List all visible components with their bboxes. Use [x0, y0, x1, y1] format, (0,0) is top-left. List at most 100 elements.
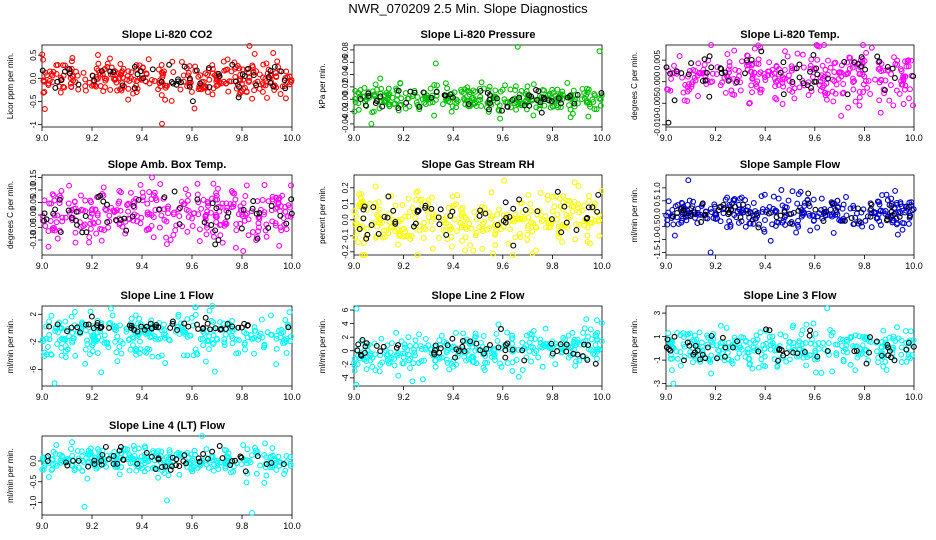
data-point [104, 60, 111, 67]
data-point [734, 354, 741, 361]
x-tick-label: 9.6 [186, 521, 199, 531]
y-tick-label: 0.00 [29, 207, 38, 223]
data-point [541, 87, 548, 94]
data-point [497, 115, 504, 122]
data-point [258, 316, 265, 323]
data-point [755, 70, 762, 77]
data-point [509, 332, 516, 339]
data-point [253, 237, 260, 244]
data-point [713, 342, 720, 349]
data-point [163, 218, 170, 225]
data-point [723, 324, 730, 331]
data-point [39, 67, 46, 74]
data-point [145, 56, 152, 63]
data-point [372, 234, 379, 241]
data-point [476, 212, 483, 219]
data-point [181, 452, 188, 459]
data-point [229, 323, 236, 330]
data-point [581, 202, 587, 209]
data-point [441, 92, 448, 99]
data-point [199, 433, 206, 439]
data-point [180, 352, 187, 359]
data-point [722, 69, 729, 76]
data-point [571, 103, 578, 110]
data-point [196, 238, 203, 245]
data-point [222, 326, 229, 333]
data-point [525, 192, 532, 198]
data-point [402, 90, 409, 97]
data-point [172, 227, 179, 234]
data-point [130, 443, 137, 449]
data-point [498, 326, 504, 332]
data-point [715, 207, 722, 214]
data-point [436, 235, 442, 241]
data-point [538, 109, 545, 116]
data-point [95, 60, 102, 67]
data-point [208, 222, 215, 228]
data-point [141, 326, 148, 333]
data-point [572, 221, 579, 228]
data-point [202, 216, 209, 223]
data-point [48, 200, 55, 207]
data-point [94, 350, 101, 357]
data-point [288, 182, 294, 189]
data-point [364, 231, 371, 238]
data-point [454, 353, 461, 360]
data-point [91, 457, 98, 464]
data-point [205, 464, 212, 471]
data-point [448, 360, 455, 367]
data-point [361, 252, 368, 258]
data-point [494, 211, 501, 218]
data-point [199, 335, 206, 342]
data-point [74, 324, 81, 331]
data-point [278, 227, 285, 234]
data-point [684, 339, 691, 346]
data-point [180, 72, 187, 79]
data-point [540, 217, 547, 223]
data-point [242, 193, 249, 199]
data-point [667, 87, 674, 94]
data-point [392, 220, 399, 227]
data-point [412, 215, 418, 221]
data-point [547, 92, 553, 99]
data-point [530, 112, 537, 119]
data-point [565, 332, 572, 339]
data-point [669, 212, 676, 219]
data-point [581, 325, 588, 332]
data-point [209, 200, 216, 207]
data-point [479, 220, 486, 227]
data-point [571, 179, 578, 186]
data-point [437, 206, 444, 213]
data-point [53, 462, 60, 469]
data-point [573, 227, 580, 233]
data-point [366, 200, 373, 207]
data-point [108, 204, 115, 211]
data-point [508, 104, 514, 111]
data-point [110, 69, 117, 76]
data-point [197, 336, 204, 342]
data-point [79, 468, 86, 475]
data-point [480, 333, 487, 340]
data-point [375, 219, 382, 226]
data-point [206, 333, 212, 340]
series-reference [44, 443, 287, 475]
data-point [737, 214, 744, 221]
data-point [203, 231, 210, 238]
data-point [472, 232, 479, 239]
data-point [140, 194, 147, 200]
data-point [370, 204, 377, 211]
data-point [686, 330, 693, 337]
data-point [392, 100, 398, 107]
data-point [908, 199, 915, 206]
data-point [98, 226, 105, 233]
data-point [549, 350, 556, 357]
data-point [199, 328, 206, 334]
data-point [488, 189, 495, 196]
data-point [831, 78, 838, 84]
data-point [251, 350, 258, 357]
data-point [41, 352, 48, 359]
data-point [732, 203, 739, 210]
data-point [519, 339, 526, 346]
data-point [505, 240, 512, 247]
data-point [117, 207, 124, 214]
